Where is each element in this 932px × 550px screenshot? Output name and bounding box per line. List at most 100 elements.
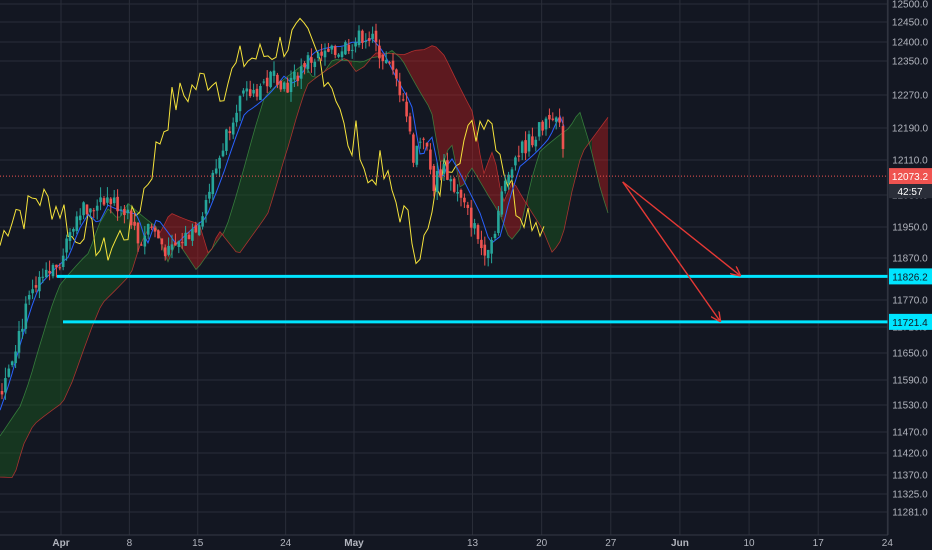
projection-arrow [622, 181, 740, 275]
candle-body [286, 82, 289, 93]
projection-arrows[interactable] [622, 181, 740, 320]
candle-body [187, 234, 191, 239]
candle-body [401, 99, 405, 101]
candle-body [554, 117, 558, 122]
cloud-segment [64, 275, 68, 400]
candle-body [391, 60, 395, 70]
candle-body [150, 226, 153, 228]
candle-body [163, 247, 167, 257]
cloud-segment [460, 87, 464, 187]
candle-body [102, 198, 106, 205]
candle-body [109, 198, 113, 205]
price-tick-label: 11420.0 [892, 449, 928, 460]
candle-body [99, 197, 102, 203]
candle-body [412, 134, 415, 163]
cloud-segment [580, 112, 584, 160]
candle-body [459, 189, 463, 198]
cloud-segment [96, 222, 100, 318]
cloud-segment [80, 257, 84, 360]
candle-body [262, 81, 266, 83]
candle-body [537, 122, 541, 137]
cloud-segment [400, 54, 404, 64]
time-tick-label: 20 [536, 538, 548, 549]
cloud-segment [432, 45, 436, 138]
time-tick-label: Apr [52, 538, 69, 549]
time-tick-label: 10 [744, 538, 756, 549]
cloud-segment [560, 131, 564, 242]
cloud-segment [84, 253, 88, 349]
candle-body [157, 230, 160, 239]
candle-body [146, 223, 150, 235]
cloud-segment [584, 125, 588, 150]
candle-body [7, 368, 11, 377]
candle-body [367, 38, 371, 41]
candle-body [255, 88, 259, 97]
candle-body [184, 232, 187, 246]
candle-body [17, 330, 21, 353]
candle-body [357, 30, 361, 46]
candle-body [520, 141, 524, 153]
candle-body [480, 239, 483, 249]
price-tick-label: 11325.0 [892, 490, 928, 501]
candle-body [388, 62, 391, 64]
candle-body [208, 191, 211, 199]
cloud-segment [544, 144, 548, 243]
cloud-segment [564, 128, 568, 231]
candle-body [293, 71, 296, 80]
candle-body [238, 96, 242, 112]
candle-body [174, 242, 177, 246]
price-tick-label: 12450.0 [892, 18, 929, 29]
candle-body [344, 42, 347, 55]
candle-body [21, 328, 24, 332]
candle-body [242, 90, 245, 94]
candle-body [490, 239, 493, 254]
candle-body [204, 200, 208, 214]
candle-body [51, 264, 55, 277]
cloud-segment [12, 412, 16, 478]
price-tick-label: 12400.0 [892, 38, 929, 49]
cloud-segment [252, 124, 256, 236]
candle-body [446, 160, 449, 180]
cloud-segment [256, 111, 260, 231]
cloud-segment [592, 133, 596, 171]
candle-body [92, 210, 96, 212]
cloud-segment [444, 55, 448, 161]
time-tick-label: 27 [605, 538, 617, 549]
candle-body [140, 244, 143, 246]
cloud-segment [32, 357, 36, 428]
candle-body [58, 267, 62, 269]
candle-body [194, 225, 198, 233]
cloud-segment [576, 112, 580, 176]
countdown-tag [889, 184, 932, 199]
candle-body [493, 233, 497, 238]
candle-body [364, 41, 368, 43]
cloud-segment [448, 63, 452, 150]
price-tick-label: 11650.0 [892, 349, 928, 360]
cloud-segment [276, 82, 280, 188]
cloud-segment [48, 305, 52, 414]
candle-body [347, 44, 351, 51]
candle-body [541, 121, 544, 131]
candle-body [197, 225, 201, 236]
candle-body [384, 59, 388, 63]
cloud-segment [456, 79, 460, 187]
candle-body [452, 178, 456, 192]
candle-body [422, 138, 425, 140]
price-tick-label: 11470.0 [892, 428, 928, 439]
candle-body [476, 225, 480, 240]
price-tick-label: 11530.0 [892, 401, 928, 412]
cloud-segment [284, 76, 288, 160]
candle-body [269, 71, 272, 88]
support-level-tag [889, 313, 932, 330]
cloud-segment [112, 212, 116, 294]
time-tick-label: 17 [813, 538, 825, 549]
cloud-segment [532, 164, 536, 220]
time-tick-label: 8 [127, 538, 133, 549]
cloud-segment [480, 154, 484, 189]
cloud-segment [308, 70, 312, 85]
candle-body [24, 303, 28, 329]
candle-body [483, 244, 487, 256]
cloud-segment [572, 116, 576, 192]
